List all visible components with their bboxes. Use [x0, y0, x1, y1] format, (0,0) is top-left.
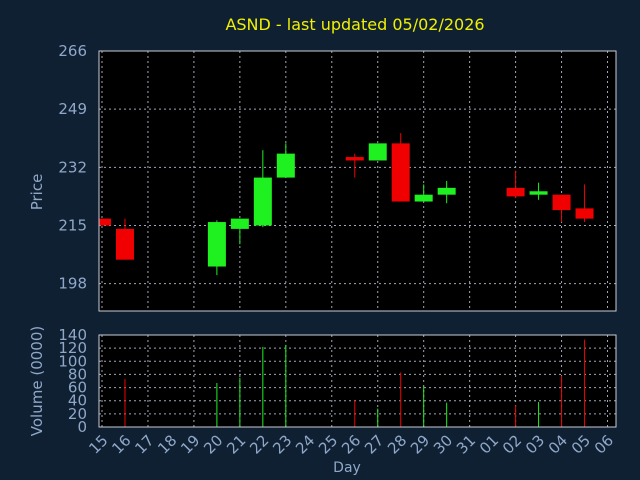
chart-title: ASND - last updated 05/02/2026 [225, 15, 484, 34]
volume-tick-label: 60 [68, 379, 87, 397]
volume-tick-label: 140 [58, 326, 87, 344]
candle-body [207, 222, 226, 267]
price-axis-label: Price [28, 174, 46, 211]
candle-body [115, 228, 134, 260]
candle-body [368, 143, 387, 161]
candle-body [276, 153, 295, 178]
candle-body [391, 143, 410, 202]
x-ticks: 1516171819202122232425262728293031010203… [85, 431, 617, 457]
candle-body [253, 177, 272, 226]
price-tick-label: 266 [58, 42, 87, 60]
candle-body [345, 157, 364, 161]
price-plot-area [99, 51, 616, 311]
candle-body [230, 218, 249, 229]
price-tick-label: 215 [58, 216, 87, 234]
volume-bars [124, 339, 586, 427]
x-axis-label: Day [333, 460, 361, 476]
price-tick-label: 198 [58, 275, 87, 293]
volume-tick-label: 20 [68, 405, 87, 423]
volume-tick-label: 100 [58, 352, 87, 370]
volume-tick-label: 40 [68, 392, 87, 410]
price-tick-label: 232 [58, 158, 87, 176]
candle-body [437, 187, 456, 195]
volume-tick-label: 120 [58, 339, 87, 357]
candle-body [99, 218, 111, 226]
candle-body [552, 194, 571, 211]
price-plot-frame [98, 50, 617, 312]
x-tick-label: 06 [591, 431, 617, 457]
candlesticks [99, 133, 594, 276]
volume-tick-label: 0 [77, 418, 87, 436]
volume-grid [99, 335, 616, 427]
candle-body [529, 191, 548, 195]
volume-plot-frame [98, 334, 617, 428]
candle-body [506, 187, 525, 197]
volume-tick-label: 80 [68, 365, 87, 383]
price-y-ticks: 266 249 232 215 198 [58, 42, 87, 293]
volume-axis-label: Volume (0000) [28, 326, 46, 436]
price-tick-label: 249 [58, 100, 87, 118]
volume-plot-area [99, 335, 616, 427]
candle-body [575, 208, 594, 219]
candle-body [414, 194, 433, 202]
